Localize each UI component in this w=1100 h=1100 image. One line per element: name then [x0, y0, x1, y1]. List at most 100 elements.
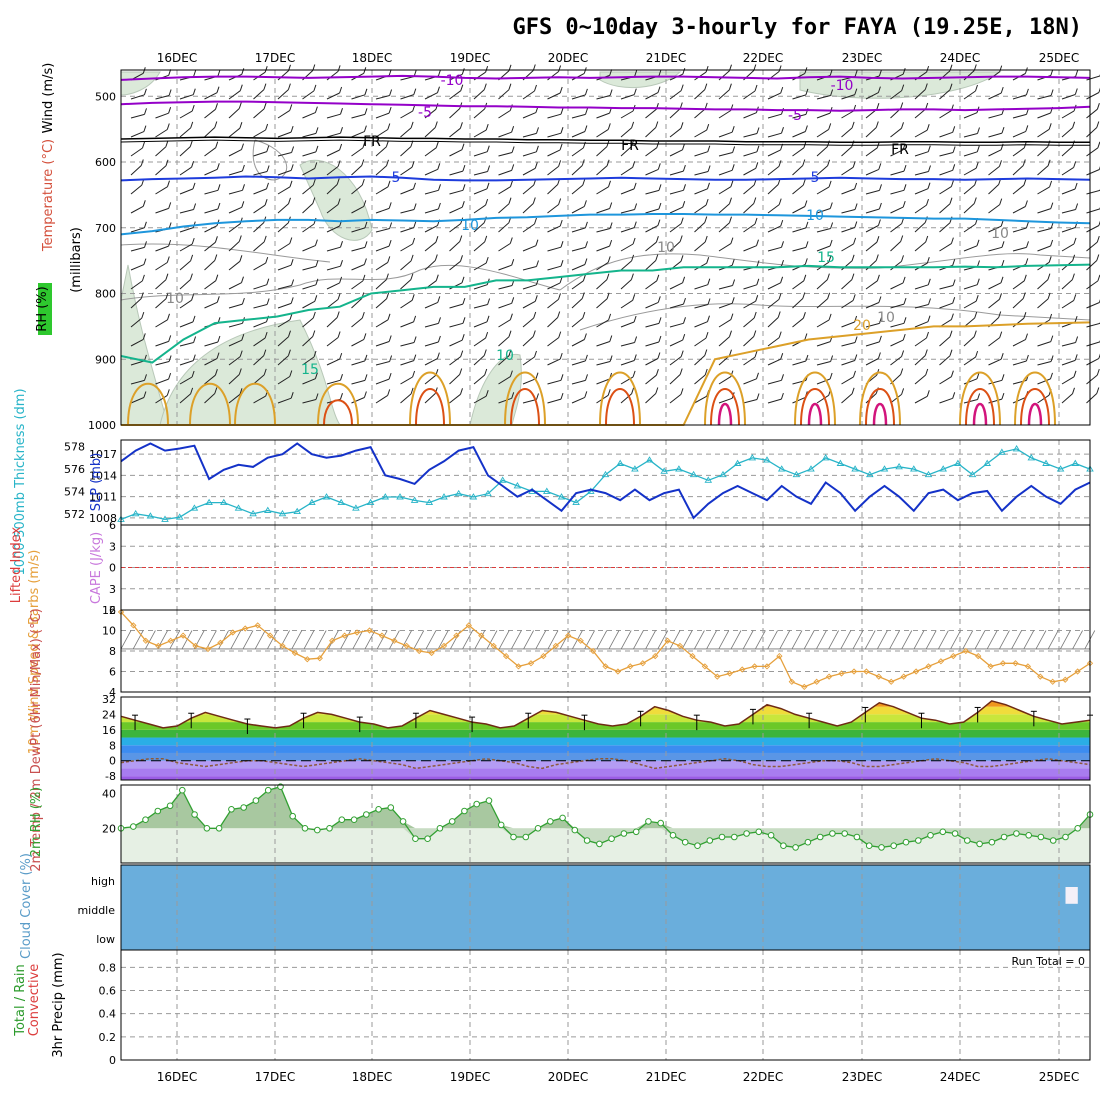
rh-point-55: [792, 844, 799, 851]
text-layer: -10 -10-5 -5FR FR FR5 51010101515201010101050…: [9, 51, 1085, 1084]
wind-barb: [449, 189, 464, 195]
wind-barb: [792, 396, 806, 404]
wind-barb: [326, 358, 340, 366]
wind-barb-flag: [657, 86, 661, 93]
wind-barb-flag: [266, 298, 270, 305]
wind-barb-flag: [239, 350, 243, 357]
wind-barb-flag: [435, 274, 439, 281]
wind-barb: [179, 209, 194, 214]
wind-speed-point-16: [316, 655, 323, 662]
wind-barb: [988, 298, 1000, 309]
isotherm-FR: [120, 136, 1090, 144]
date-bottom-18DEC: 18DEC: [352, 1070, 392, 1084]
wind-barb: [253, 337, 266, 347]
wind-barb-flag: [534, 350, 537, 358]
wind-barb: [865, 189, 880, 195]
wind-barb-flag: [903, 317, 907, 324]
wind-barb-flag: [339, 86, 343, 94]
wind-barb: [694, 151, 708, 157]
wind-barb-flag: [704, 368, 708, 376]
wind-barb: [1086, 374, 1098, 385]
wind-barb: [424, 341, 439, 347]
wind-barb: [302, 132, 317, 138]
wind-barb: [743, 203, 755, 214]
wind-barb: [302, 167, 316, 176]
wind-barb-flag: [508, 83, 512, 90]
wind-barb-flag: [679, 102, 683, 109]
wind-barb-hatch: [889, 630, 900, 650]
wind-barb-flag: [828, 256, 832, 263]
wind-barb: [204, 260, 216, 271]
wind-barb: [400, 127, 412, 138]
wind-barb-flag: [756, 372, 759, 379]
wind-barb-flag: [924, 216, 928, 223]
wind-barb-flag: [413, 336, 417, 343]
wind-barb-flag: [829, 372, 833, 380]
rh-point-61: [865, 842, 873, 850]
wind-barb-flag: [558, 331, 562, 338]
wind-barb-flag: [707, 315, 710, 322]
wind-speed-point-27: [453, 632, 460, 639]
wind-barb: [841, 279, 853, 290]
ylabel-precip: 3hr Precip (mm): [51, 952, 66, 1057]
wind-speed-point-17: [329, 637, 336, 644]
wind-barb: [155, 129, 168, 138]
wind-barb-flag: [655, 369, 659, 376]
wind-barb-flag: [238, 368, 242, 375]
wind-barb: [277, 109, 291, 119]
wind-barb-flag: [386, 292, 390, 299]
ytick-rh: 40: [102, 788, 116, 801]
wind-barb: [498, 131, 512, 138]
warm-bubble-1: [189, 382, 231, 426]
wind-barb-flag: [534, 217, 537, 225]
ytick-wind: 10: [102, 625, 116, 638]
wind-barb: [914, 284, 929, 290]
ytick-upper: 700: [95, 222, 116, 235]
wind-barb-flag: [1050, 222, 1054, 229]
wind-barb-flag: [658, 69, 662, 77]
wind-barb: [1012, 165, 1024, 176]
wind-barb-flag: [829, 202, 833, 209]
wind-barb: [449, 393, 461, 404]
warm-bubble-3: [317, 382, 359, 426]
wind-barb: [155, 378, 169, 385]
wind-barb-flag: [683, 297, 686, 305]
wind-barb-flag: [778, 198, 782, 205]
wind-barb: [718, 186, 732, 195]
wind-barb: [963, 70, 975, 81]
thickness-point-20: [410, 496, 419, 503]
wind-barb-flag: [1073, 370, 1077, 377]
wind-barb-flag: [631, 254, 635, 262]
wind-barb-flag: [437, 296, 441, 303]
wind-barb-flag: [1096, 235, 1100, 243]
wind-barb-flag: [928, 165, 931, 172]
ylabel-li: Lifted Index: [9, 526, 24, 603]
wind-barb: [718, 336, 730, 347]
wind-barb: [767, 337, 780, 347]
wind-barb-flag: [903, 297, 907, 305]
wind-barb-flag: [486, 145, 490, 152]
wind-barb: [253, 395, 266, 404]
thickness-point-61: [1012, 445, 1021, 452]
wind-barb: [253, 204, 266, 214]
wind-barb-flag: [658, 317, 662, 324]
wind-barb: [939, 336, 951, 347]
wind-barb-flag: [680, 84, 684, 91]
wind-barb-flag: [854, 315, 858, 323]
thickness-point-60: [998, 448, 1006, 455]
hot-bubble-3: [323, 399, 353, 426]
wind-barb-flag: [241, 164, 245, 172]
wind-barb: [1061, 393, 1073, 404]
wind-barb-flag: [387, 123, 391, 130]
contour-label-4: FR: [363, 134, 381, 150]
wind-barb-flag: [656, 141, 660, 148]
wind-barb: [645, 168, 659, 176]
rh-point-78: [1074, 825, 1081, 832]
wind-barb-flag: [1001, 241, 1005, 248]
wind-barb-flag: [851, 387, 855, 394]
wind-barb: [424, 260, 436, 271]
wind-barb-hatch: [901, 630, 913, 650]
wind-barb-flag: [1025, 354, 1029, 362]
ytick-thickness: 572: [64, 508, 85, 521]
wind-barb-flag: [166, 389, 170, 396]
